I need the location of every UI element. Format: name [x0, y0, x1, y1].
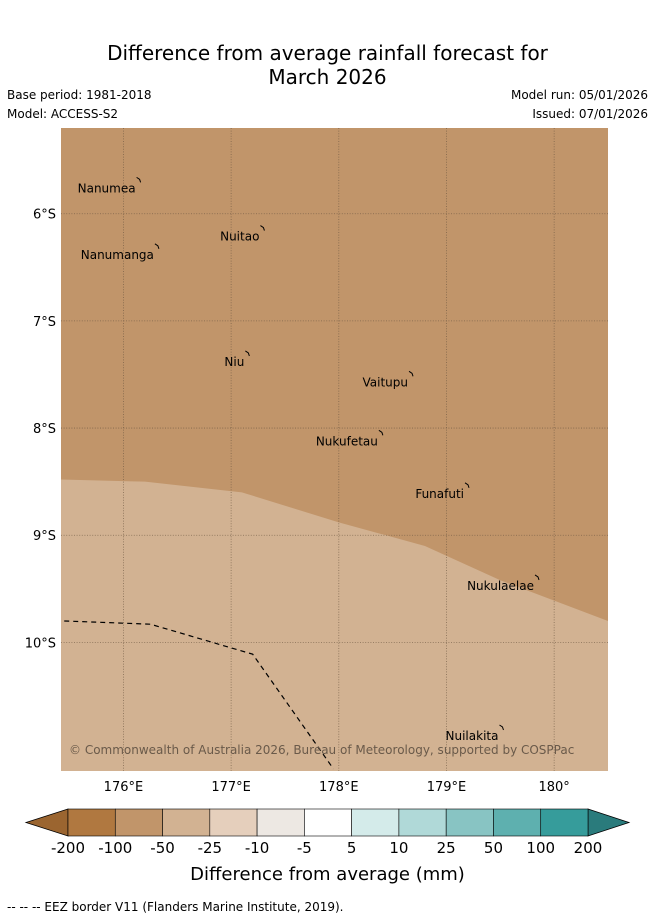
colorbar-swatch — [540, 808, 589, 837]
base-period-text: Base period: 1981-2018 — [7, 88, 152, 102]
place-label: Niu — [224, 355, 244, 369]
place-label: Nanumanga — [81, 248, 154, 262]
eez-border-line — [64, 620, 334, 770]
longitude-tick-label: 178°E — [319, 780, 359, 795]
latitude-tick-label: 8°S — [33, 422, 56, 437]
latitude-tick-label: 6°S — [33, 208, 56, 223]
eez-footnote: -- -- -- EEZ border V11 (Flanders Marine… — [7, 900, 344, 914]
island-mark — [408, 370, 414, 377]
island-mark — [154, 243, 160, 249]
colorbar-tick-label: 25 — [437, 839, 456, 857]
colorbar-tick-label: -50 — [150, 839, 175, 857]
place-label: Nanumea — [78, 181, 136, 195]
place-label: Nukufetau — [316, 434, 378, 448]
latitude-tick-label: 9°S — [33, 529, 56, 544]
island-mark — [499, 724, 504, 731]
longitude-tick-label: 179°E — [427, 780, 467, 795]
colorbar-swatch — [162, 808, 211, 837]
island-mark — [378, 429, 384, 436]
colorbar-tick-label: -10 — [245, 839, 270, 857]
model-run-text: Model run: 05/01/2026 — [510, 88, 648, 102]
colorbar-swatch — [445, 808, 494, 837]
island-mark — [534, 574, 540, 581]
colorbar-tick-label: -200 — [51, 839, 85, 857]
colorbar-tick-label: -25 — [198, 839, 223, 857]
colorbar-swatch — [351, 808, 400, 837]
latitude-tick-label: 10°S — [25, 636, 56, 651]
rainfall-map: Nanumea Nuitao Nanumanga Niu Vaitupu Nukufeta… — [24, 128, 631, 857]
issued-text: Issued: 07/01/2026 — [532, 107, 648, 121]
island-mark — [464, 482, 470, 488]
longitude-tick-label: 176°E — [104, 780, 144, 795]
place-label: Nuitao — [220, 230, 259, 244]
colorbar-tick-label: 5 — [347, 839, 357, 857]
colorbar-tick-label: -5 — [297, 839, 312, 857]
longitude-tick-label: 177°E — [211, 780, 251, 795]
island-mark — [245, 350, 250, 357]
model-text: Model: ACCESS-S2 — [7, 107, 119, 121]
colorbar-swatch — [256, 808, 305, 837]
colorbar-tick-label: 200 — [574, 839, 603, 857]
colorbar-swatch — [493, 808, 542, 837]
colorbar-swatch — [114, 808, 163, 837]
place-label: Vaitupu — [363, 375, 409, 389]
zone-less-dry-area — [61, 479, 608, 771]
colorbar-high-extend — [587, 808, 631, 837]
map-title-line1: Difference from average rainfall forecas… — [107, 41, 548, 65]
latitude-tick-label: 7°S — [33, 315, 56, 330]
colorbar-swatch — [398, 808, 447, 837]
colorbar-tick-label: 10 — [389, 839, 408, 857]
copyright-text: © Commonwealth of Australia 2026, Bureau… — [69, 743, 574, 757]
map-title: Difference from average rainfall forecas… — [0, 41, 655, 89]
colorbar-tick-label: -100 — [98, 839, 132, 857]
colorbar-tick-label: 50 — [484, 839, 503, 857]
longitude-tick-label: 180° — [538, 780, 569, 795]
place-label: Funafuti — [415, 487, 464, 501]
colorbar-tick-label: 100 — [526, 839, 555, 857]
island-mark — [136, 176, 142, 183]
colorbar-swatch — [67, 808, 116, 837]
island-mark — [260, 225, 265, 231]
map-title-line2: March 2026 — [268, 65, 387, 89]
colorbar-swatch — [304, 808, 352, 837]
place-label: Nukulaelae — [467, 579, 534, 593]
colorbar-label: Difference from average (mm) — [190, 864, 465, 885]
colorbar-swatch — [209, 808, 258, 837]
place-label: Nuilakita — [446, 729, 499, 743]
colorbar-low-extend — [24, 808, 69, 837]
